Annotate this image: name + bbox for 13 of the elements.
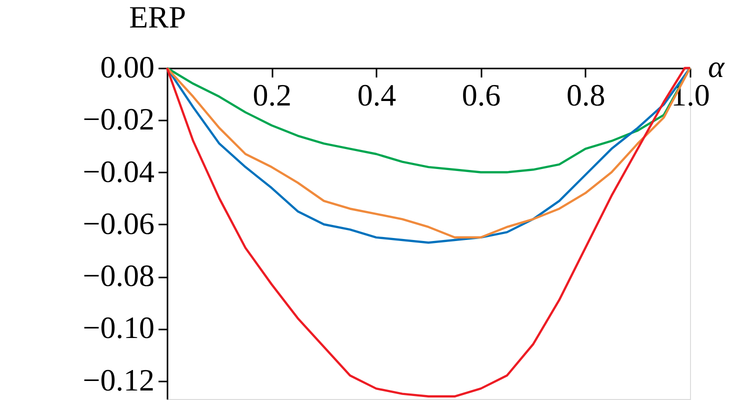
y-tick-label: −0.10 [82, 310, 154, 346]
y-tick-label: −0.08 [82, 258, 154, 294]
y-tick-label: −0.04 [82, 154, 155, 189]
x-axis-title: α [708, 49, 725, 84]
y-tick-label: −0.02 [82, 102, 154, 137]
y-tick-label: −0.12 [82, 362, 154, 398]
y-tick-label: 0.00 [100, 50, 154, 84]
x-tick-label: 0.2 [252, 78, 292, 112]
x-tick-label: 0.6 [462, 78, 501, 112]
y-axis-title: ERP [129, 0, 186, 34]
x-tick-label: 0.8 [566, 78, 606, 112]
x-tick-label: 0.4 [357, 78, 397, 112]
y-tick-label: −0.06 [82, 206, 154, 241]
